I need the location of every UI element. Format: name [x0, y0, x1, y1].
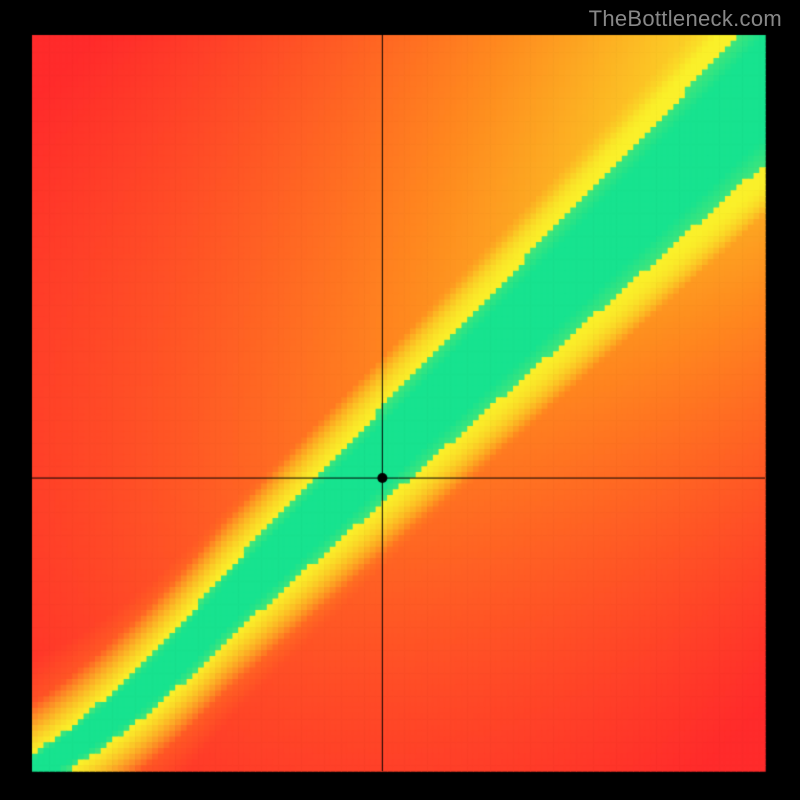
- chart-container: TheBottleneck.com: [0, 0, 800, 800]
- watermark-text: TheBottleneck.com: [589, 6, 782, 32]
- heatmap-canvas: [0, 0, 800, 800]
